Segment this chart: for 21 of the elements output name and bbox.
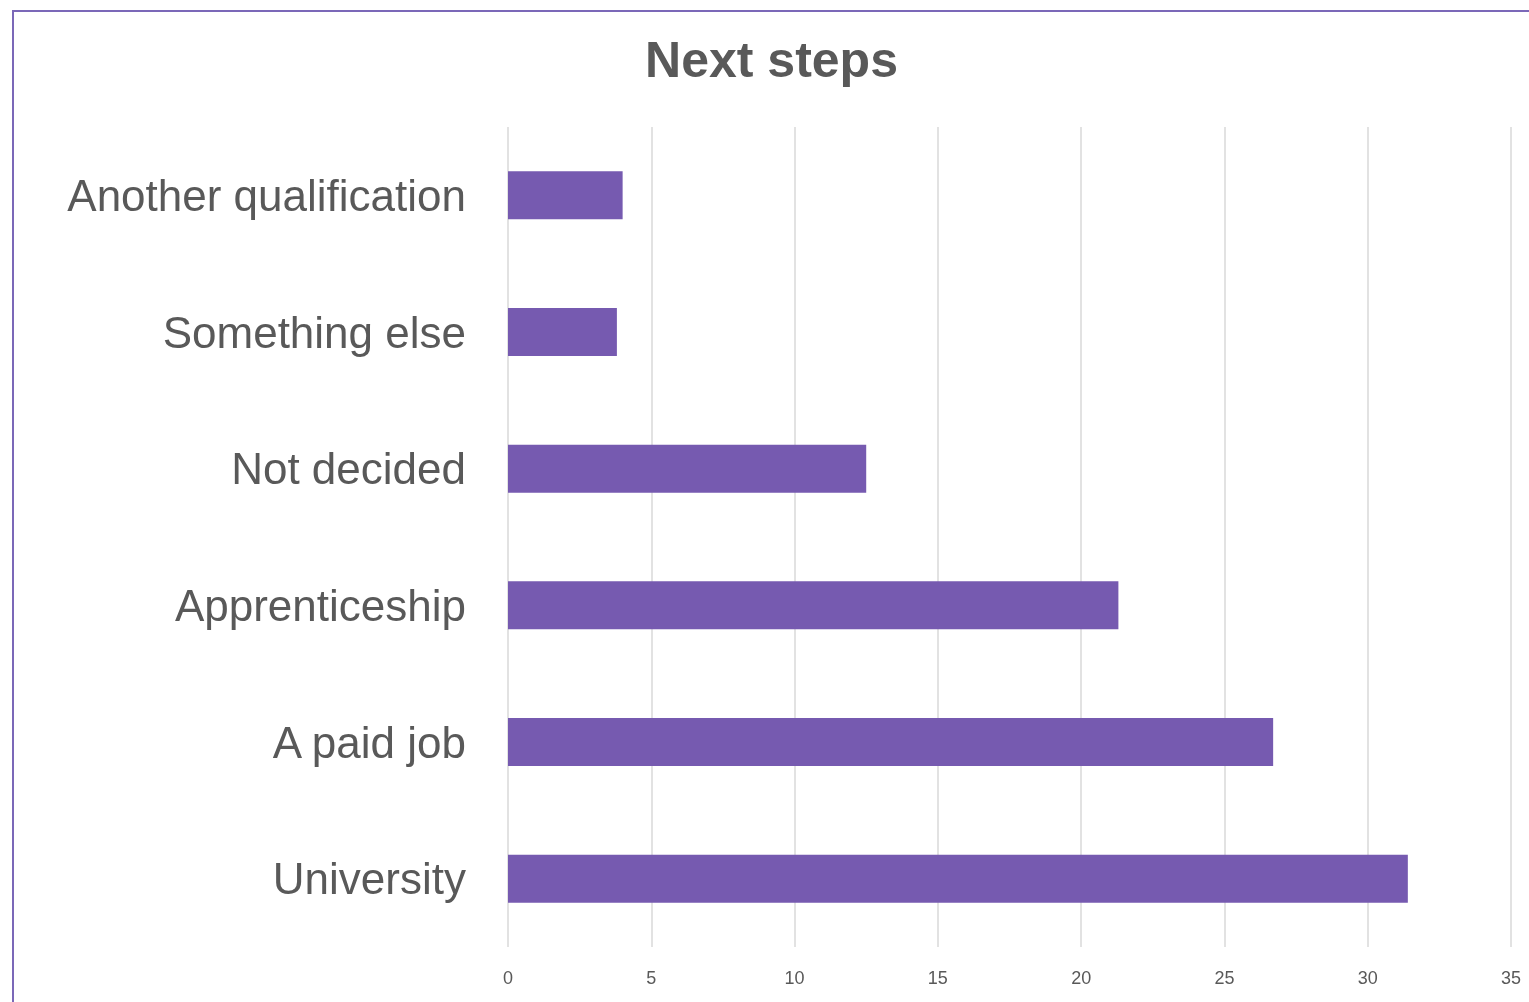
x-tick-label: 25: [1214, 968, 1235, 988]
y-tick-label: Apprenticeship: [174, 580, 466, 630]
x-tick-label: 35: [1500, 968, 1522, 988]
x-tick-label: 20: [1071, 968, 1092, 988]
bar: [508, 718, 1274, 766]
chart-title: Next steps: [645, 32, 898, 88]
x-tick-label: 30: [1357, 968, 1378, 988]
bar: [508, 854, 1408, 903]
bar: [508, 581, 1119, 630]
bar: [508, 444, 867, 493]
y-tick-label: Not decided: [231, 444, 466, 494]
y-tick-label: Another qualification: [67, 170, 466, 220]
x-tick-label: 0: [502, 968, 514, 988]
bar: [508, 308, 617, 356]
y-tick-label: University: [272, 854, 466, 904]
x-tick-label: 10: [784, 968, 805, 988]
y-tick-label: A paid job: [272, 717, 466, 767]
x-tick-label: 15: [927, 968, 948, 988]
bar: [508, 171, 623, 220]
x-tick-label: 5: [646, 968, 657, 988]
y-tick-label: Something else: [162, 307, 466, 357]
